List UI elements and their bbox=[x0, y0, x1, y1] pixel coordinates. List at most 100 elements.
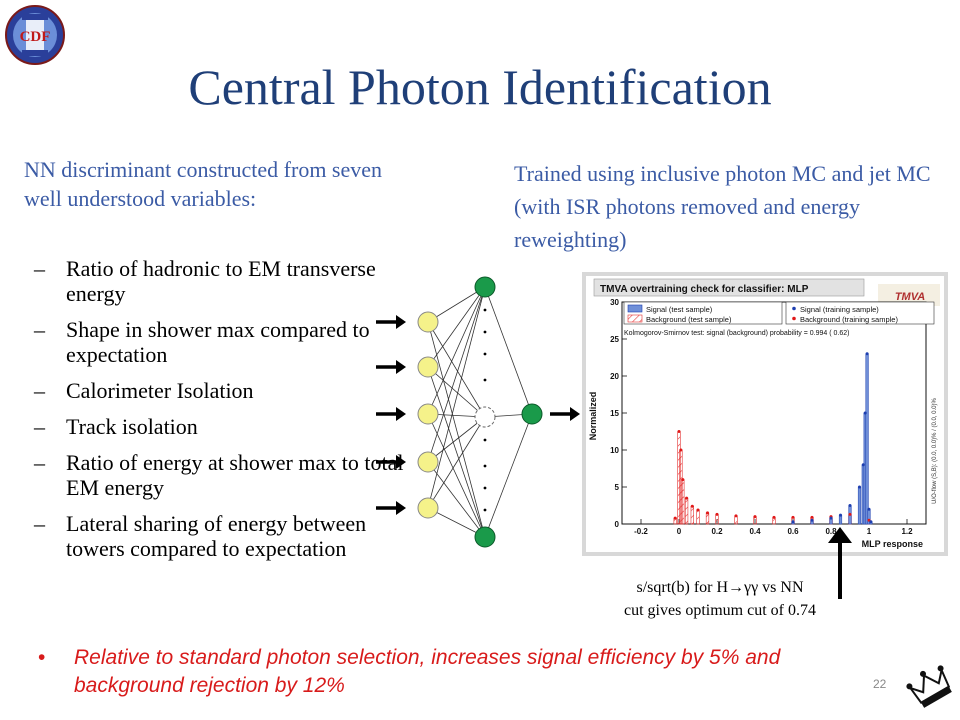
background-training-point bbox=[734, 514, 738, 518]
input-neuron bbox=[417, 403, 439, 425]
slide-title: Central Photon Identification bbox=[188, 59, 772, 115]
legend-box-right bbox=[785, 301, 935, 325]
chart-title-box bbox=[593, 278, 865, 297]
output-neuron bbox=[521, 403, 543, 425]
optimum-cut-caption: s/sqrt(b) for H→γγ vs NN cut gives optim… bbox=[560, 576, 880, 622]
background-training-point bbox=[690, 504, 694, 508]
ellipsis-dot bbox=[483, 438, 487, 442]
network-connection bbox=[427, 286, 486, 463]
signal-training-point bbox=[869, 520, 873, 524]
y-axis-label: Normalized bbox=[588, 392, 598, 441]
network-connection bbox=[427, 286, 486, 509]
background-training-point bbox=[679, 448, 683, 452]
background-training-point bbox=[810, 515, 814, 519]
legend-background-test: Background (test sample) bbox=[646, 315, 732, 324]
input-arrow-icon bbox=[376, 360, 406, 374]
legend-swatch-background-test bbox=[627, 314, 643, 323]
hidden-neuron bbox=[474, 276, 496, 298]
background-test-bar bbox=[684, 497, 689, 525]
chart-title: TMVA overtraining check for classifier: … bbox=[600, 284, 809, 295]
background-test-bar bbox=[696, 509, 700, 525]
network-connection bbox=[427, 366, 486, 538]
background-training-point bbox=[715, 512, 719, 516]
network-connection bbox=[484, 286, 533, 415]
network-connection bbox=[427, 321, 486, 418]
y-tick-label: 15 bbox=[610, 409, 619, 418]
variable-item: – Lateral sharing of energy between tower… bbox=[34, 511, 404, 561]
legend-marker-background-train bbox=[792, 316, 796, 321]
network-connection bbox=[427, 321, 486, 538]
bullet-dot: • bbox=[38, 646, 46, 669]
network-connection bbox=[427, 286, 486, 323]
signal-training-point bbox=[865, 352, 869, 356]
variable-item: – Track isolation bbox=[34, 414, 404, 439]
caption-line-1: s/sqrt(b) for H→γγ vs NN bbox=[636, 579, 804, 596]
crown-icon bbox=[906, 665, 952, 708]
network-connection bbox=[427, 286, 486, 415]
input-arrow-icon bbox=[376, 407, 406, 421]
background-training-point bbox=[753, 515, 757, 519]
dash-marker: – bbox=[34, 511, 45, 536]
legend-swatch-signal-test bbox=[627, 304, 643, 313]
legend-box-left bbox=[623, 301, 783, 325]
y-tick-label: 20 bbox=[610, 372, 619, 381]
input-neuron bbox=[417, 497, 439, 519]
training-note: Trained using inclusive photon MC and je… bbox=[514, 161, 931, 252]
variable-label: Shape in shower max compared to expectat… bbox=[66, 317, 370, 367]
background-training-point bbox=[696, 508, 700, 512]
variable-label: Ratio of hadronic to EM transverse energ… bbox=[66, 256, 376, 306]
signal-training-point bbox=[867, 507, 871, 511]
caption-line-2: cut gives optimum cut of 0.74 bbox=[624, 602, 816, 619]
conclusion-text: Relative to standard photon selection, i… bbox=[74, 646, 781, 697]
variable-label: Lateral sharing of energy between towers… bbox=[66, 511, 367, 561]
dash-marker: – bbox=[34, 450, 45, 475]
hidden-neuron bbox=[474, 526, 496, 548]
variable-item: – Ratio of energy at shower max to total … bbox=[34, 450, 404, 500]
background-test-bar bbox=[705, 512, 710, 525]
signal-training-point bbox=[861, 463, 865, 467]
x-tick-label: 0.2 bbox=[711, 527, 723, 536]
background-training-point bbox=[673, 516, 677, 520]
background-training-point bbox=[848, 512, 852, 516]
signal-test-bar bbox=[857, 486, 862, 525]
ellipsis-dot bbox=[483, 464, 487, 468]
ellipsis-dot bbox=[483, 330, 487, 334]
tmva-logo bbox=[878, 284, 940, 306]
ellipsis-dot bbox=[483, 352, 487, 356]
hidden-neuron-placeholder bbox=[474, 406, 496, 428]
signal-training-point bbox=[858, 485, 861, 489]
variable-label: Ratio of energy at shower max to total E… bbox=[66, 450, 404, 500]
background-test-bar bbox=[690, 505, 694, 525]
dash-marker: – bbox=[34, 317, 45, 342]
y-tick-label: 25 bbox=[610, 335, 619, 344]
signal-training-point bbox=[791, 520, 795, 524]
y-tick-label: 10 bbox=[610, 446, 619, 455]
tmva-overtraining-chart: TMVA overtraining check for classifier: … bbox=[586, 276, 944, 552]
dash-marker: – bbox=[34, 256, 45, 281]
optimum-cut-arrow-icon bbox=[828, 527, 852, 599]
ks-test-text: Kolmogorov-Smirnov test: signal (backgro… bbox=[624, 330, 849, 337]
intro-text: NN discriminant constructed from seven w… bbox=[24, 157, 383, 211]
variable-label: Track isolation bbox=[66, 414, 198, 439]
input-neuron bbox=[417, 356, 439, 378]
x-tick-label: 0.8 bbox=[825, 527, 837, 536]
signal-training-point bbox=[839, 513, 842, 517]
ellipsis-dot bbox=[483, 486, 487, 490]
cdf-logo: CDF bbox=[5, 5, 65, 65]
y-tick-label: 5 bbox=[615, 483, 620, 492]
legend-signal-train: Signal (training sample) bbox=[800, 305, 879, 314]
variable-item: – Calorimeter Isolation bbox=[34, 378, 404, 403]
background-training-point bbox=[685, 496, 689, 500]
signal-test-bar bbox=[865, 353, 869, 525]
ellipsis-dot bbox=[483, 378, 487, 382]
input-arrow-icon bbox=[376, 501, 406, 515]
neural-network-diagram bbox=[376, 276, 580, 548]
background-training-point bbox=[706, 511, 709, 515]
x-tick-label: 0 bbox=[677, 527, 682, 536]
input-arrow-icon bbox=[376, 315, 406, 329]
variable-list: – Ratio of hadronic to EM transverse ener… bbox=[34, 256, 404, 572]
background-training-point bbox=[681, 478, 685, 482]
variable-item: – Shape in shower max compared to expecta… bbox=[34, 317, 404, 367]
x-tick-label: 1 bbox=[867, 527, 872, 536]
network-connection bbox=[427, 461, 486, 538]
